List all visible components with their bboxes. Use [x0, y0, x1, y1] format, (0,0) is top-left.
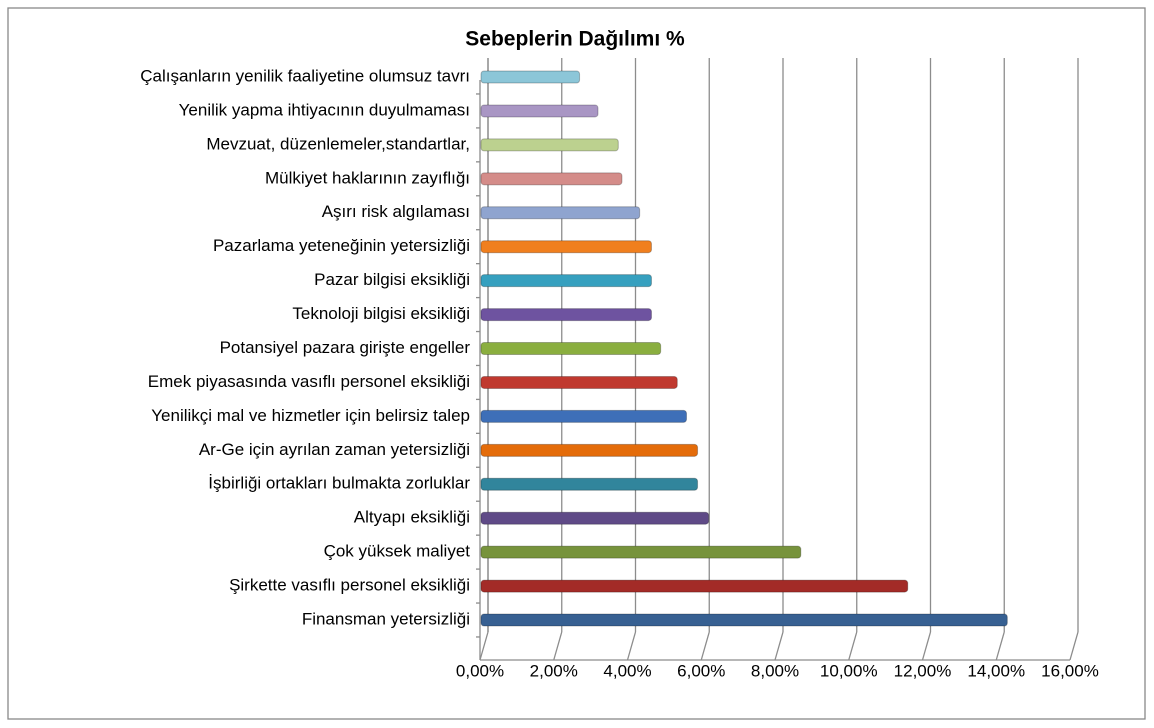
y-tick-label: Teknoloji bilgisi eksikliği — [292, 304, 470, 323]
grid-line — [848, 631, 858, 661]
y-tick-label: Aşırı risk algılaması — [322, 202, 470, 221]
chart-title: Sebeplerin Dağılımı % — [465, 28, 685, 51]
grid-line — [995, 631, 1005, 661]
bar — [480, 138, 619, 152]
grid-line — [921, 631, 932, 661]
bar — [480, 375, 678, 389]
grid-line — [553, 631, 563, 661]
x-tick-label: 6,00% — [677, 661, 725, 680]
y-tick-label: Şirkette vasıflı personel eksikliği — [229, 576, 470, 595]
y-tick-label: Yenilikçi mal ve hizmetler için belirsiz… — [151, 406, 470, 425]
x-tick-label: 12,00% — [894, 661, 952, 680]
bar — [480, 240, 652, 254]
y-tick-label: Altyapı eksikliği — [354, 508, 470, 527]
bar — [480, 342, 662, 355]
bar — [480, 274, 652, 288]
y-tick-label: İşbirliği ortakları bulmakta zorluklar — [208, 474, 470, 493]
bar — [480, 545, 802, 559]
y-tick-label: Mülkiyet haklarının zayıflığı — [265, 168, 470, 187]
grid-line — [700, 631, 710, 661]
y-tick-label: Mevzuat, düzenlemeler,standartlar, — [206, 134, 470, 153]
bar — [480, 579, 909, 593]
grid-line — [1069, 631, 1079, 661]
bar — [480, 477, 699, 491]
x-tick-label: 16,00% — [1041, 661, 1099, 680]
bar — [480, 172, 623, 186]
bar — [480, 511, 710, 525]
x-tick-label: 10,00% — [820, 661, 878, 680]
y-tick-label: Yenilik yapma ihtiyacının duyulmaması — [179, 100, 470, 119]
chart-border — [7, 7, 1146, 720]
x-tick-label: 2,00% — [530, 661, 578, 680]
y-tick-label: Emek piyasasında vasıflı personel eksikl… — [148, 372, 470, 391]
x-tick-label: 8,00% — [751, 661, 799, 680]
bar — [480, 104, 599, 118]
bar — [480, 308, 652, 322]
y-tick-label: Çalışanların yenilik faaliyetine olumsuz… — [140, 66, 470, 85]
bar — [480, 443, 699, 457]
y-tick-label: Potansiyel pazara girişte engeller — [220, 338, 471, 357]
x-tick-label: 4,00% — [603, 661, 651, 680]
grid-line — [479, 631, 489, 661]
y-tick-label: Pazar bilgisi eksikliği — [314, 270, 470, 289]
y-tick-label: Finansman yetersizliği — [302, 609, 470, 628]
x-tick-label: 14,00% — [967, 661, 1025, 680]
x-tick-label: 0,00% — [456, 661, 504, 680]
bar — [480, 613, 1008, 627]
grid-line — [626, 631, 637, 661]
y-tick-label: Çok yüksek maliyet — [324, 542, 471, 561]
bar — [480, 206, 641, 220]
y-tick-label: Pazarlama yeteneğinin yetersizliği — [213, 236, 470, 255]
bar — [480, 70, 581, 84]
bar — [480, 409, 687, 423]
grid-line — [774, 631, 784, 661]
y-tick-label: Ar-Ge için ayrılan zaman yetersizliği — [199, 440, 470, 459]
